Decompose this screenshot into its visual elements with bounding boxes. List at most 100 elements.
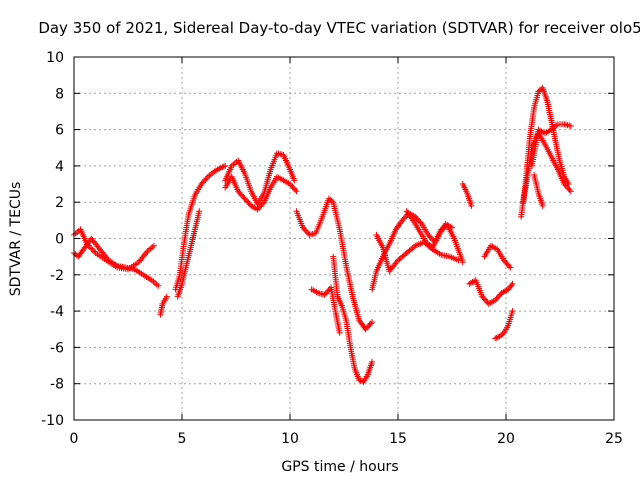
x-tick-label: 20 [497, 431, 515, 447]
series-sat-h [293, 195, 376, 333]
data-point [199, 179, 206, 186]
data-point [492, 335, 499, 342]
x-tick-label: 0 [70, 431, 79, 447]
data-point [241, 195, 248, 202]
data-point [492, 297, 499, 304]
data-point [499, 331, 506, 338]
data-point [259, 200, 266, 207]
series-sat-j [308, 284, 343, 336]
data-point [566, 186, 573, 193]
data-point [480, 295, 487, 302]
data-point [292, 186, 299, 193]
data-point [88, 245, 95, 252]
chart-title: Day 350 of 2021, Sidereal Day-to-day VTE… [38, 19, 640, 37]
data-point [245, 199, 252, 206]
data-point [494, 294, 501, 301]
data-point [291, 177, 298, 184]
series-sat-q [492, 308, 516, 342]
data-point [257, 203, 264, 210]
data-point [410, 243, 417, 250]
data-point [288, 182, 295, 189]
data-point [258, 202, 265, 209]
data-point [509, 280, 516, 287]
data-point [539, 202, 546, 209]
y-tick-label: -2 [50, 268, 64, 284]
series-sat-o [466, 277, 516, 307]
data-point [290, 185, 297, 192]
data-point [255, 205, 262, 212]
data-point [416, 218, 423, 225]
data-point [503, 260, 510, 267]
data-point [502, 258, 509, 265]
data-point [359, 378, 365, 385]
data-point [325, 287, 332, 294]
data-point [459, 259, 466, 266]
data-point [219, 164, 226, 171]
data-point [220, 163, 227, 170]
series-sat-t [528, 121, 574, 169]
x-tick-label: 5 [178, 431, 187, 447]
x-tick-label: 25 [605, 431, 623, 447]
data-point [254, 206, 261, 213]
y-axis-label: SDTVAR / TECUs [8, 182, 24, 297]
data-point [155, 282, 162, 289]
data-point [305, 230, 312, 237]
data-point [468, 202, 475, 209]
series-sat-g [222, 173, 300, 213]
data-point [479, 293, 486, 300]
data-point [449, 224, 455, 231]
data-point [400, 215, 407, 222]
data-point [302, 227, 309, 234]
data-point [509, 308, 516, 315]
series-sat-s [520, 130, 574, 206]
data-point [237, 191, 244, 198]
data-point [244, 198, 251, 205]
data-point [336, 329, 343, 336]
series-sat-i [330, 253, 376, 385]
x-tick-label: 10 [281, 431, 299, 447]
data-point [496, 292, 503, 299]
series-sat-n [459, 181, 475, 209]
data-point [91, 248, 98, 255]
data-point [362, 326, 369, 333]
data-point [561, 181, 568, 188]
y-tick-label: 10 [46, 50, 64, 66]
data-point [299, 224, 306, 231]
data-point [567, 122, 574, 129]
y-tick-label: -8 [50, 377, 64, 393]
y-tick-label: -6 [50, 340, 64, 356]
data-point [426, 233, 433, 240]
x-axis-label: GPS time / hours [281, 459, 398, 475]
y-tick-label: 4 [55, 159, 64, 175]
data-point [196, 208, 203, 215]
data-point [425, 231, 432, 238]
data-point [365, 323, 372, 330]
data-point [417, 219, 424, 226]
data-point [565, 185, 572, 192]
series-sat-c [157, 293, 170, 318]
data-point [483, 297, 490, 304]
data-point [366, 321, 373, 328]
data-point [198, 181, 205, 188]
data-point [363, 324, 370, 331]
data-point [367, 320, 374, 327]
data-point [413, 215, 420, 222]
y-tick-label: -4 [50, 304, 64, 320]
data-point [163, 293, 170, 300]
y-tick-label: 0 [55, 232, 64, 248]
data-point [201, 178, 208, 185]
data-marks [71, 84, 574, 385]
series-sat-d [172, 162, 229, 293]
data-point [429, 236, 436, 243]
data-point [493, 295, 500, 302]
data-point [427, 234, 434, 241]
data-point [217, 164, 224, 171]
data-point [150, 242, 157, 249]
series-sat-m [403, 208, 455, 251]
series-sat-p [481, 242, 514, 271]
data-point [328, 197, 335, 204]
data-point [562, 182, 569, 189]
series-sat-r [518, 84, 572, 220]
axis-ticks: 0 5 10 15 20 25 -10 -8 -6 -4 -2 0 2 4 6 8 10 [41, 50, 623, 447]
